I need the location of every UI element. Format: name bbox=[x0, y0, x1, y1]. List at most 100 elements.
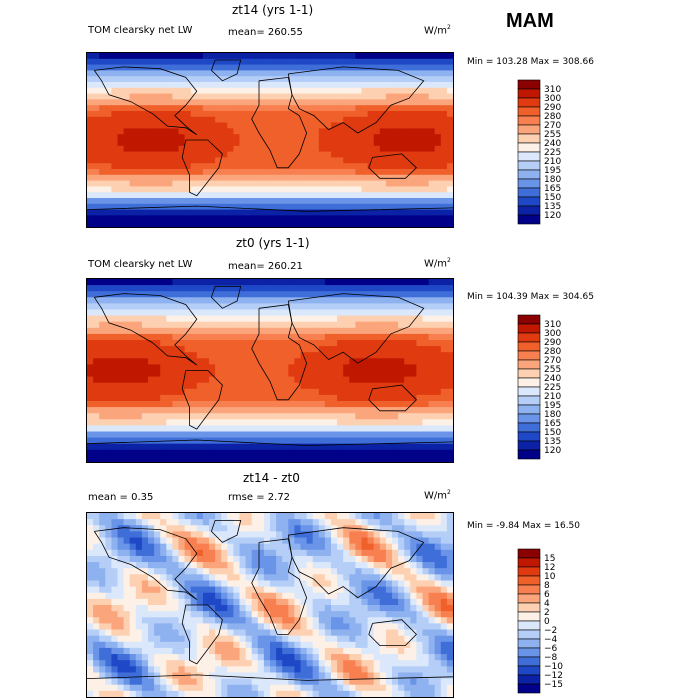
field-cell bbox=[251, 321, 259, 329]
field-cell bbox=[373, 598, 381, 606]
field-cell bbox=[398, 525, 405, 532]
field-cell bbox=[99, 333, 106, 341]
field-cell bbox=[343, 376, 350, 384]
field-cell bbox=[215, 128, 222, 135]
coastline-antarctica bbox=[87, 205, 453, 212]
field-cell bbox=[337, 321, 344, 329]
field-cell bbox=[93, 116, 100, 124]
field-cell bbox=[160, 174, 167, 182]
field-cell bbox=[288, 192, 295, 199]
field-cell bbox=[251, 431, 259, 439]
field-cell bbox=[428, 611, 436, 618]
field-cell bbox=[184, 70, 192, 77]
field-cell bbox=[318, 401, 326, 408]
field-cell bbox=[178, 291, 186, 298]
field-cell bbox=[324, 122, 332, 129]
field-cell bbox=[93, 352, 100, 359]
field-cell bbox=[337, 352, 344, 359]
field-cell bbox=[331, 358, 338, 365]
field-cell bbox=[392, 580, 399, 588]
field-cell bbox=[410, 116, 417, 124]
field-cell bbox=[111, 394, 119, 402]
field-cell bbox=[300, 419, 308, 426]
field-cell bbox=[257, 598, 265, 606]
field-cell bbox=[349, 327, 356, 335]
field-cell bbox=[410, 209, 417, 216]
field-cell bbox=[361, 455, 369, 462]
field-cell bbox=[404, 519, 411, 526]
field-cell bbox=[184, 309, 192, 317]
field-cell bbox=[87, 580, 94, 588]
field-cell bbox=[416, 64, 424, 71]
field-cell bbox=[239, 105, 247, 112]
field-cell bbox=[410, 157, 417, 164]
field-cell bbox=[99, 592, 106, 600]
field-cell bbox=[117, 128, 125, 135]
field-cell bbox=[306, 376, 314, 384]
field-cell bbox=[148, 70, 155, 77]
field-cell bbox=[99, 180, 106, 187]
field-cell bbox=[257, 333, 265, 341]
field-cell bbox=[154, 291, 161, 298]
field-cell bbox=[306, 291, 314, 298]
field-cell bbox=[215, 163, 222, 170]
field-cell bbox=[135, 388, 143, 396]
field-cell bbox=[129, 617, 137, 624]
field-cell bbox=[349, 519, 356, 526]
field-cell bbox=[251, 279, 259, 286]
field-cell bbox=[398, 340, 405, 347]
field-cell bbox=[324, 82, 332, 89]
field-cell bbox=[263, 291, 271, 298]
field-cell bbox=[355, 174, 363, 182]
field-cell bbox=[135, 537, 143, 545]
field-cell bbox=[270, 321, 277, 329]
field-cell bbox=[434, 87, 442, 95]
field-cell bbox=[209, 623, 216, 631]
field-cell bbox=[288, 568, 295, 575]
field-cell bbox=[215, 549, 222, 557]
field-cell bbox=[239, 455, 247, 462]
field-cell bbox=[263, 617, 271, 624]
field-cell bbox=[196, 145, 204, 153]
field-cell bbox=[190, 58, 198, 66]
field-cell bbox=[318, 449, 326, 457]
field-cell bbox=[270, 443, 277, 451]
field-cell bbox=[263, 586, 271, 594]
field-cell bbox=[398, 443, 405, 451]
field-cell bbox=[196, 419, 204, 426]
field-cell bbox=[129, 519, 137, 526]
field-cell bbox=[282, 443, 289, 451]
field-cell bbox=[276, 346, 283, 353]
field-cell bbox=[270, 425, 277, 433]
field-cell bbox=[135, 617, 143, 624]
field-cell bbox=[410, 437, 417, 445]
field-cell bbox=[263, 58, 271, 66]
field-cell bbox=[178, 198, 186, 205]
panel2-units: W/m2 bbox=[424, 257, 451, 270]
field-cell bbox=[221, 513, 228, 520]
field-cell bbox=[233, 598, 241, 606]
field-cell bbox=[202, 394, 210, 402]
field-cell bbox=[300, 370, 308, 378]
field-cell bbox=[135, 455, 143, 462]
field-cell bbox=[172, 382, 180, 390]
field-cell bbox=[129, 537, 137, 545]
field-cell bbox=[129, 215, 137, 222]
field-cell bbox=[263, 221, 271, 227]
field-cell bbox=[141, 215, 149, 222]
field-cell bbox=[331, 198, 338, 205]
field-cell bbox=[385, 221, 393, 227]
field-cell bbox=[87, 321, 94, 329]
field-cell bbox=[160, 309, 167, 317]
field-cell bbox=[337, 519, 344, 526]
field-cell bbox=[288, 413, 295, 420]
field-cell bbox=[385, 592, 393, 600]
field-cell bbox=[312, 192, 320, 199]
field-cell bbox=[87, 617, 94, 624]
field-cell bbox=[233, 586, 241, 594]
field-cell bbox=[355, 437, 363, 445]
coastline bbox=[368, 384, 417, 412]
field-cell bbox=[422, 413, 430, 420]
field-cell bbox=[148, 431, 155, 439]
field-cell bbox=[196, 64, 204, 71]
